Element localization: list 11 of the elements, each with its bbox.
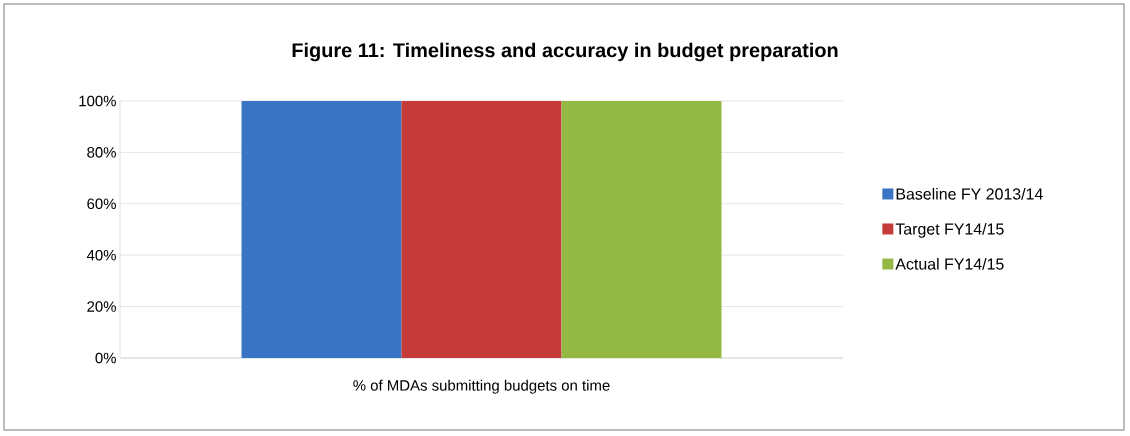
y-tick-label: 20% (87, 301, 116, 312)
y-tick-label: 60% (87, 198, 116, 210)
y-tick-label: 80% (87, 147, 116, 158)
y-tick-label: 0% (95, 352, 116, 364)
y-tick-label: 40% (86, 249, 116, 261)
legend-label: Baseline FY 2013/14 (896, 187, 1043, 200)
x-tick-label: % of MDAs submitting budgets on time (353, 379, 610, 394)
y-tick-label: 100% (79, 95, 116, 107)
chart-title: Figure 11: Timeliness and accuracy in budget preparation (292, 42, 838, 62)
legend-label: Actual FY14/15 (895, 258, 1004, 270)
legend-label: Target FY14/15 (895, 222, 1004, 238)
